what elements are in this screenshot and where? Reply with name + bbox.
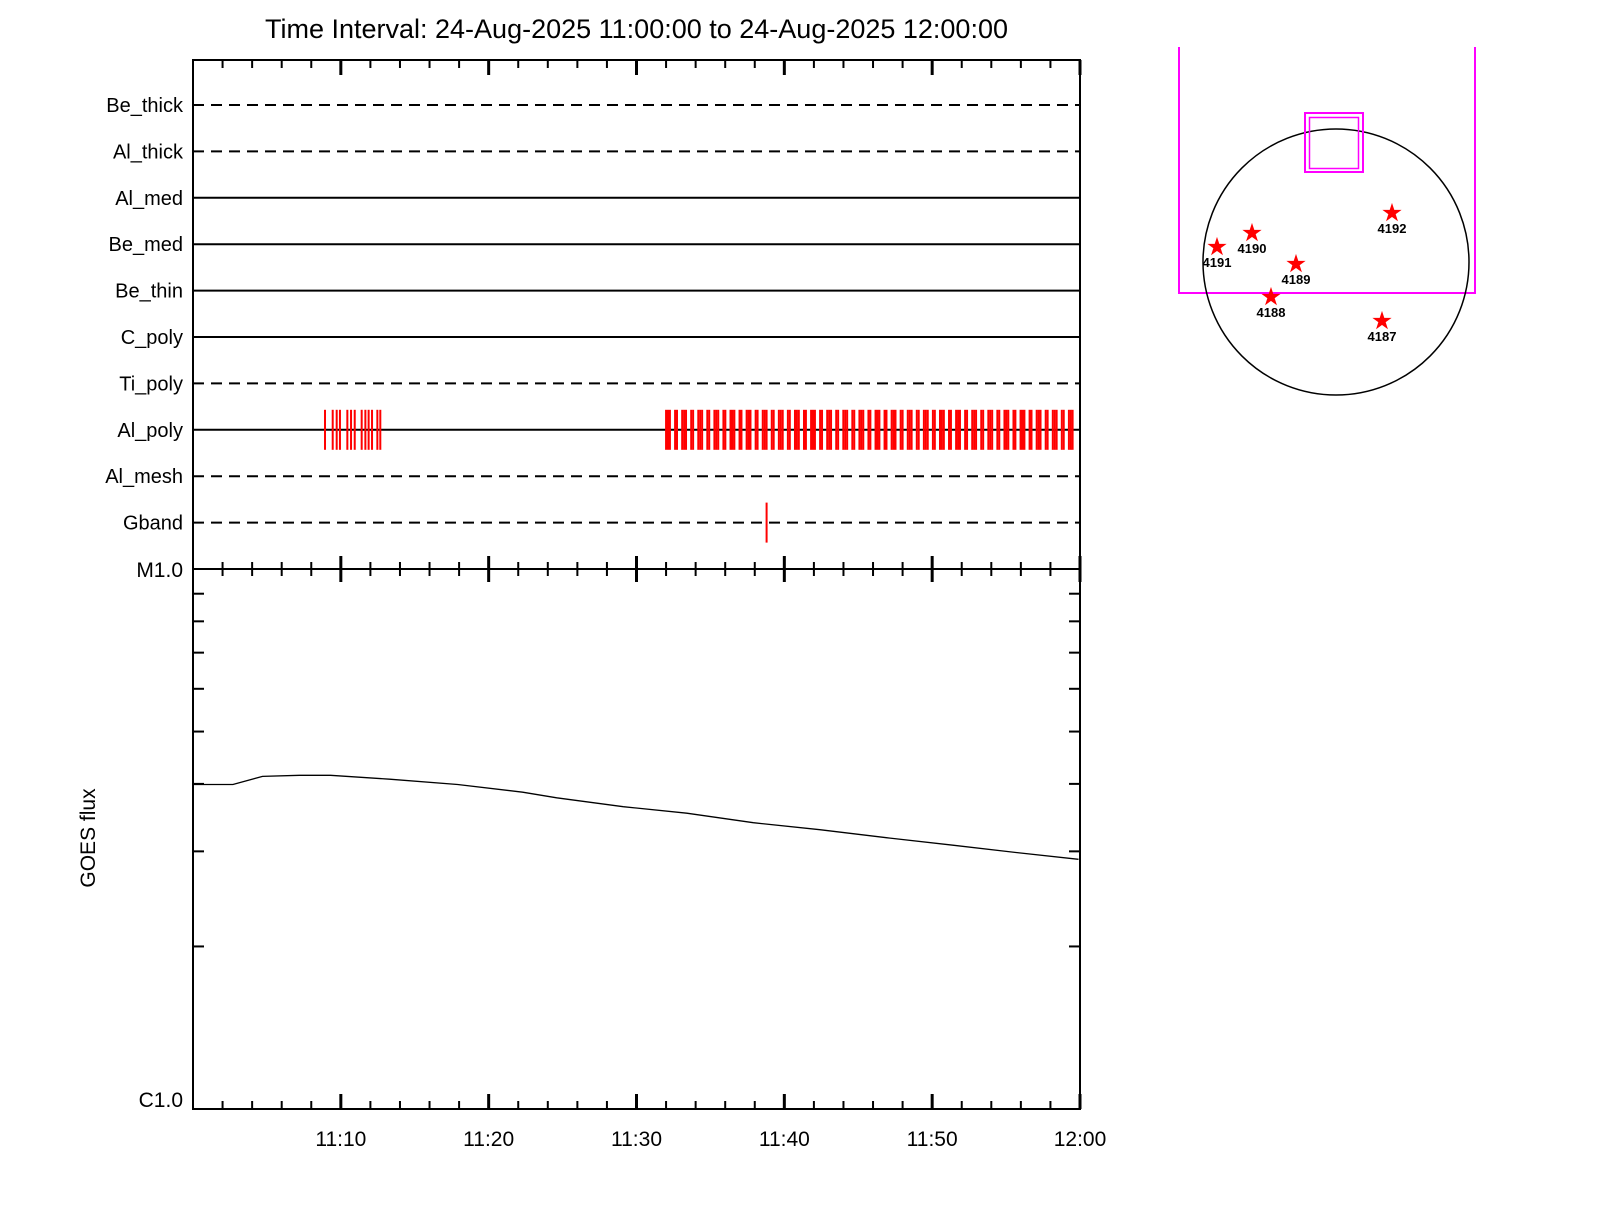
x-axis-label-11:40: 11:40 [759,1128,810,1151]
active-region-label-4191: 4191 [1203,255,1232,270]
active-region-star-4191 [1207,236,1227,256]
x-axis-label-12:00: 12:00 [1054,1128,1107,1151]
x-axis-label-11:20: 11:20 [463,1128,514,1151]
active-region-star-4188 [1261,286,1281,306]
active-region-label-4187: 4187 [1368,329,1397,344]
active-region-label-4189: 4189 [1282,272,1311,287]
fov-bracket [1178,47,1476,294]
filter-row-label-Be_med: Be_med [109,234,184,256]
active-region-label-4190: 4190 [1238,241,1267,256]
filter-row-label-Ti_poly: Ti_poly [119,373,183,395]
page-title: Time Interval: 24-Aug-2025 11:00:00 to 2… [264,14,1008,44]
active-region-star-4187 [1372,310,1392,330]
active-region-star-4190 [1242,222,1262,242]
active-region-star-4192 [1382,202,1402,222]
filter-row-label-Al_med: Al_med [115,188,183,210]
goes-panel-frame [192,568,1081,1110]
solar-limb-circle [1202,128,1470,396]
filter-row-label-Gband: Gband [123,513,183,535]
filter-row-label-Al_thick: Al_thick [113,141,184,163]
y-axis-bottom-label: C1.0 [139,1089,183,1112]
filter-row-label-Be_thick: Be_thick [106,95,184,117]
y-axis-top-label: M1.0 [136,559,183,582]
filter-panel-frame [192,59,1081,570]
xrt-fov-box-inner [1308,116,1360,170]
x-axis-label-11:30: 11:30 [611,1128,662,1151]
active-region-label-4192: 4192 [1378,221,1407,236]
active-region-star-4189 [1286,253,1306,273]
active-region-label-4188: 4188 [1257,305,1286,320]
x-axis-label-11:50: 11:50 [907,1128,958,1151]
xrt-fov-box-outer [1304,112,1364,173]
filter-row-label-C_poly: C_poly [121,327,183,349]
filter-row-label-Al_poly: Al_poly [117,420,183,442]
filter-row-label-Be_thin: Be_thin [115,281,183,303]
x-axis-label-11:10: 11:10 [315,1128,366,1151]
goes-flux-curve [193,774,1079,860]
filter-row-label-Al_mesh: Al_mesh [105,466,183,488]
goes-flux-axis-title: GOES flux [77,788,100,888]
